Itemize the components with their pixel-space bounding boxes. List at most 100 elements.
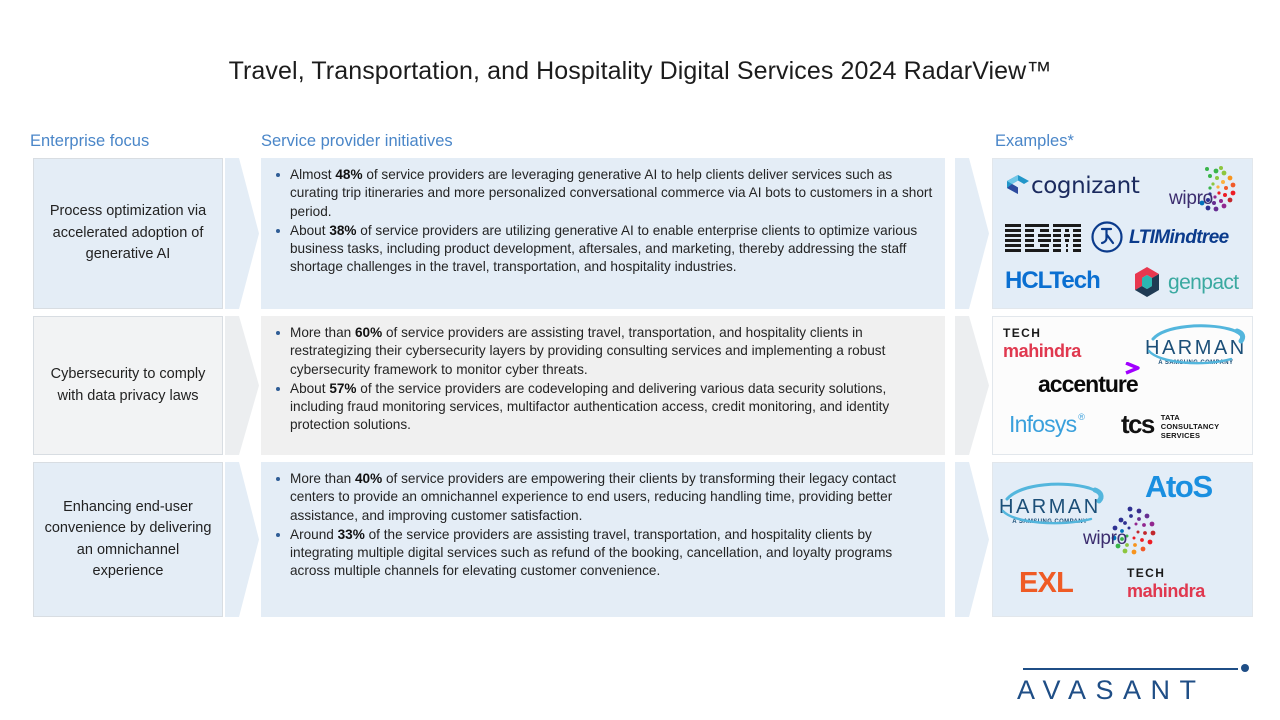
service-provider-initiatives-cell: More than 60% of service providers are a… bbox=[261, 316, 945, 455]
avasant-logo: AVASANT bbox=[1017, 660, 1257, 708]
logo-hcltech: HCLTech bbox=[1005, 267, 1101, 294]
column-header-examples: Examples* bbox=[995, 132, 1074, 150]
bullet-list: Almost 48% of service providers are leve… bbox=[269, 166, 933, 277]
bullet-stat: 57% bbox=[329, 380, 357, 396]
bullet-text-pre: About bbox=[290, 222, 330, 238]
bullet-text-pre: About bbox=[290, 380, 330, 396]
bullet-list: More than 40% of service providers are e… bbox=[269, 470, 933, 581]
wipro-mark-icon bbox=[1111, 506, 1156, 555]
logo-tech-mahindra: TECH mahindra bbox=[1127, 567, 1205, 600]
bullet-stat: 38% bbox=[329, 222, 357, 238]
bullet-stat: 40% bbox=[354, 471, 383, 486]
tcs-subtitle-line-3: SERVICES bbox=[1160, 431, 1201, 441]
list-item: About 57% of the service providers are c… bbox=[269, 380, 933, 435]
logo-ibm bbox=[1005, 223, 1081, 253]
table-row: Enhancing end-user convenience by delive… bbox=[0, 462, 1280, 617]
list-item: Around 33% of the service providers are … bbox=[269, 526, 933, 581]
bullet-text-pre: More than bbox=[290, 325, 355, 340]
tech-mahindra-wordmark-top: TECH bbox=[1127, 566, 1166, 580]
page-title: Travel, Transportation, and Hospitality … bbox=[228, 57, 1052, 85]
tcs-subtitle: TATA CONSULTANCY SERVICES bbox=[1161, 413, 1220, 440]
cognizant-mark-icon bbox=[1007, 175, 1029, 194]
ibm-wordmark-icon bbox=[1005, 224, 1081, 252]
bullet-text-pre: Almost bbox=[290, 167, 336, 182]
table-row: Cybersecurity to comply with data privac… bbox=[0, 316, 1280, 455]
wipro-mark-icon bbox=[1199, 166, 1236, 212]
ltimindtree-mark-icon bbox=[1091, 221, 1123, 253]
chevron-arrow-icon bbox=[955, 462, 989, 617]
chevron-arrow-icon bbox=[955, 158, 989, 309]
harman-swoosh-icon bbox=[1147, 324, 1246, 365]
enterprise-focus-cell: Cybersecurity to comply with data privac… bbox=[33, 316, 223, 455]
service-provider-initiatives-cell: More than 40% of service providers are e… bbox=[261, 462, 945, 617]
hcltech-wordmark: HCLTech bbox=[1005, 267, 1101, 294]
chevron-arrow-icon bbox=[225, 316, 259, 455]
logo-exl: EXL bbox=[1019, 567, 1074, 599]
tcs-wordmark: tcs bbox=[1121, 409, 1155, 439]
avasant-logo-dot-icon bbox=[1241, 664, 1249, 672]
logo-cognizant: cognizant bbox=[1005, 172, 1140, 199]
harman-swoosh-icon bbox=[1001, 482, 1104, 525]
atos-wordmark: AtoS bbox=[1145, 469, 1213, 504]
infosys-registered-icon: ® bbox=[1078, 412, 1085, 422]
tech-mahindra-wordmark-bottom: mahindra bbox=[1127, 581, 1205, 601]
tech-mahindra-wordmark-bottom: mahindra bbox=[1003, 341, 1081, 361]
avasant-logo-bar bbox=[1023, 668, 1238, 670]
logo-tech-mahindra: TECH mahindra bbox=[1003, 327, 1081, 360]
column-header-enterprise-focus: Enterprise focus bbox=[30, 132, 150, 150]
chevron-arrow-icon bbox=[225, 462, 259, 617]
accenture-chevron-icon bbox=[1125, 362, 1140, 375]
enterprise-focus-label: Process optimization via accelerated ado… bbox=[49, 203, 207, 263]
infosys-wordmark: Infosys bbox=[1009, 411, 1077, 437]
genpact-mark-icon bbox=[1135, 267, 1159, 297]
bullet-text-post: of the service providers are codevelopin… bbox=[290, 380, 890, 433]
tech-mahindra-wordmark-top: TECH bbox=[1003, 326, 1042, 340]
avasant-wordmark: AVASANT bbox=[1017, 675, 1206, 705]
bullet-stat: 48% bbox=[335, 167, 363, 182]
list-item: More than 40% of service providers are e… bbox=[269, 470, 933, 525]
harman-wordmark: HARMAN bbox=[999, 496, 1101, 518]
examples-cell: cognizant bbox=[992, 158, 1253, 309]
wipro-wordmark: wipro bbox=[1169, 188, 1213, 209]
bullet-text-post: of service providers are empowering thei… bbox=[290, 471, 896, 523]
chevron-arrow-icon bbox=[955, 316, 989, 455]
ltimindtree-wordmark: LTIMindtree bbox=[1129, 226, 1229, 248]
chevron-arrow-icon bbox=[225, 158, 259, 309]
list-item: More than 60% of service providers are a… bbox=[269, 324, 933, 379]
list-item: Almost 48% of service providers are leve… bbox=[269, 166, 933, 221]
genpact-wordmark: genpact bbox=[1168, 270, 1239, 294]
bullet-text-pre: Around bbox=[290, 526, 338, 542]
examples-cell: HARMAN A SAMSUNG COMPANY AtoS bbox=[992, 462, 1253, 617]
bullet-stat: 60% bbox=[354, 325, 383, 340]
bullet-text-post: of service providers are assisting trave… bbox=[290, 325, 886, 377]
bullet-list: More than 60% of service providers are a… bbox=[269, 324, 933, 435]
logo-wipro: wipro bbox=[1083, 503, 1280, 569]
column-header-service-provider-initiatives: Service provider initiatives bbox=[261, 132, 453, 150]
harman-wordmark: HARMAN bbox=[1145, 337, 1247, 359]
logo-infosys: Infosys ® bbox=[1009, 413, 1085, 436]
logo-atos: AtoS bbox=[1145, 469, 1213, 504]
bullet-text-pre: More than bbox=[290, 471, 355, 486]
bullet-stat: 33% bbox=[337, 526, 365, 542]
tcs-subtitle-line-1: TATA bbox=[1160, 413, 1180, 422]
enterprise-focus-cell: Process optimization via accelerated ado… bbox=[33, 158, 223, 309]
table-row: Process optimization via accelerated ado… bbox=[0, 158, 1280, 309]
logo-harman: HARMAN A SAMSUNG COMPANY bbox=[1145, 323, 1247, 366]
bullet-text-post: of the service providers are assisting t… bbox=[290, 526, 893, 579]
list-item: About 38% of service providers are utili… bbox=[269, 222, 933, 277]
bullet-text-post: of service providers are leveraging gene… bbox=[290, 167, 933, 219]
wipro-wordmark: wipro bbox=[1083, 528, 1127, 549]
logo-tcs: tcs TATA CONSULTANCY SERVICES bbox=[1121, 411, 1219, 440]
logo-wipro: wipro bbox=[1169, 163, 1280, 225]
accenture-wordmark: accenture bbox=[1038, 371, 1139, 397]
logo-harman: HARMAN A SAMSUNG COMPANY bbox=[999, 481, 1104, 525]
enterprise-focus-label: Enhancing end-user convenience by delive… bbox=[44, 498, 212, 579]
examples-cell: TECH mahindra HARMAN A SAMSUNG COMPANY a… bbox=[992, 316, 1253, 455]
cognizant-wordmark: cognizant bbox=[1031, 172, 1140, 199]
logo-ltimindtree: LTIMindtree bbox=[1091, 221, 1229, 253]
tcs-subtitle-line-2: CONSULTANCY bbox=[1160, 422, 1220, 432]
exl-wordmark: EXL bbox=[1019, 567, 1074, 599]
service-provider-initiatives-cell: Almost 48% of service providers are leve… bbox=[261, 158, 945, 309]
enterprise-focus-label: Cybersecurity to comply with data privac… bbox=[50, 366, 206, 404]
enterprise-focus-cell: Enhancing end-user convenience by delive… bbox=[33, 462, 223, 617]
